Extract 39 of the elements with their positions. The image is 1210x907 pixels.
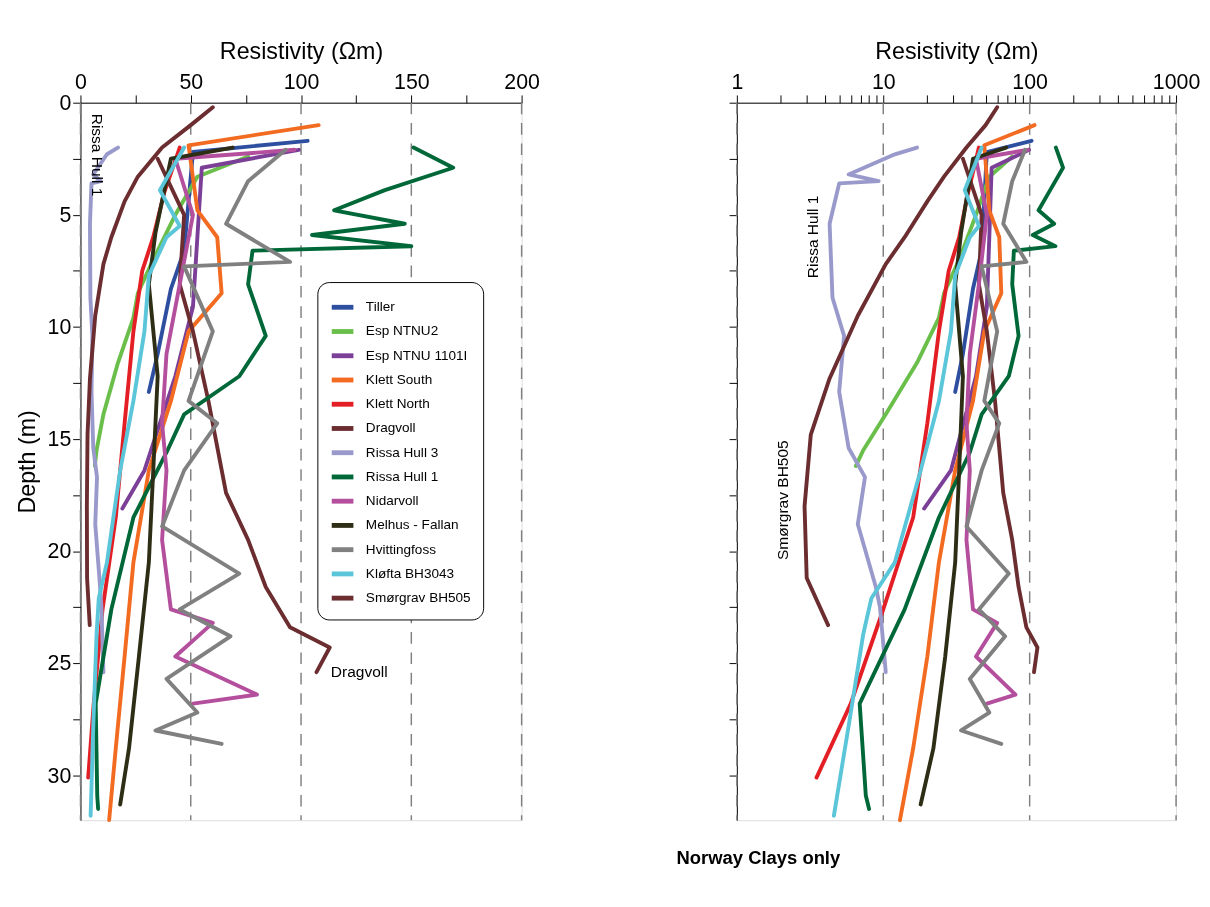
legend-label: Klett North [365,396,430,412]
annotation: Rissa Hull 1 [804,195,822,279]
legend-label: Dragvoll [365,420,416,436]
legend-label: Hvittingfoss [365,541,437,557]
legend-label: Tiller [365,299,396,315]
legend-label: Esp NTNU2 [365,323,439,339]
line-series [118,145,235,807]
legend-label: Smørgrav BH505 [365,590,471,606]
x-axis-title: Resistivity (Ωm) [219,37,384,64]
x-tick-label: 150 [394,69,430,94]
x-tick-label: 50 [179,69,204,94]
y-tick-label: 30 [47,763,72,788]
y-tick-label: 25 [47,651,72,676]
x-tick-label: 100 [1012,69,1049,94]
legend-label: Rissa Hull 1 [365,468,439,484]
legend-label: Klett South [365,371,433,387]
annotation: Dragvoll [330,663,388,681]
x-tick-label: 1 [731,69,744,94]
legend-label: Esp NTNU 1101I [365,347,468,363]
legend-label: Melhus - Fallan [365,517,459,533]
x-tick-label: 100 [283,69,320,94]
x-tick-label: 0 [75,69,88,94]
annotation: Rissa Hull 1 [89,113,107,197]
text: Norway Clays only [676,847,841,869]
x-axis-title: Resistivity (Ωm) [875,37,1039,64]
legend-label: Rissa Hull 3 [365,444,439,460]
x-tick-label: 200 [504,69,541,94]
y-tick-label: 10 [47,315,72,340]
x-tick-label: 10 [871,69,896,94]
y-tick-label: 0 [59,90,72,115]
line-series [107,123,321,823]
annotation: Smørgrav BH505 [774,440,792,561]
legend-label: Kløfta BH3043 [365,565,455,581]
y-tick-label: 20 [47,539,72,564]
y-tick-label: 5 [59,203,72,228]
legend-label: Nidarvoll [365,493,419,509]
y-axis-title: Depth (m) [13,410,40,514]
x-tick-label: 1000 [1152,69,1201,94]
y-tick-label: 15 [47,427,72,452]
